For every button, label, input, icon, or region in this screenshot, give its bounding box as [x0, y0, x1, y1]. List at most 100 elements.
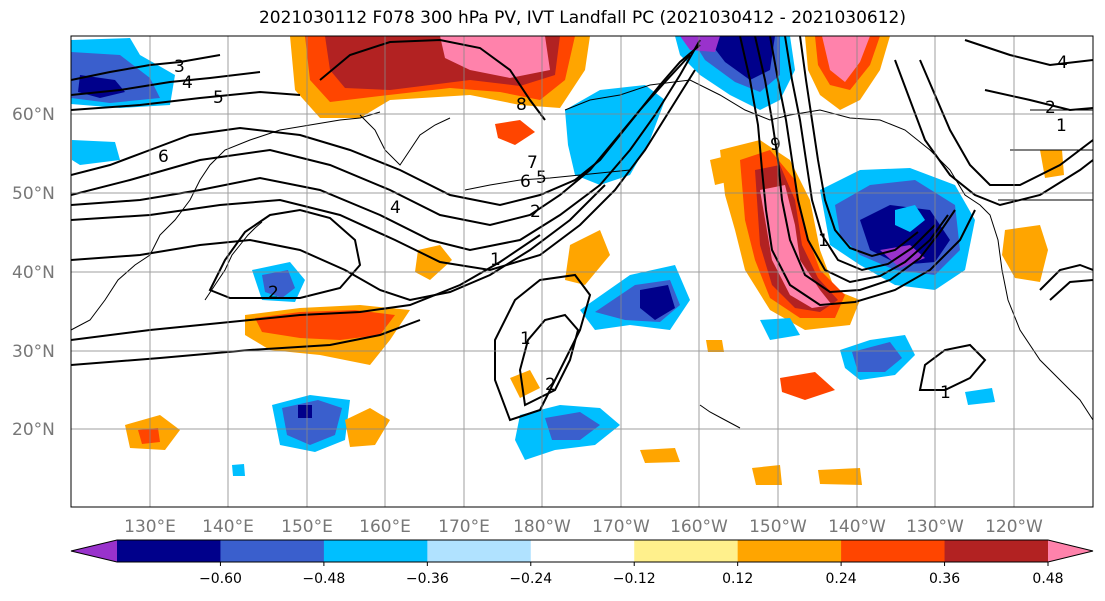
- anomaly-white-hole: [895, 205, 925, 232]
- contour-label: 2: [268, 283, 279, 303]
- coast-alaska: [564, 79, 1093, 421]
- colorbar-tick-label: −0.24: [509, 571, 552, 587]
- anomaly-red-30n: [255, 310, 395, 340]
- gridlines: [71, 36, 1093, 507]
- shaded-anomalies: [71, 36, 1064, 485]
- anomaly-orange-15n-2: [752, 465, 782, 485]
- colorbar-tick-label: −0.60: [199, 571, 242, 587]
- lat-labels: 60°N 50°N 40°N 30°N 20°N: [12, 105, 55, 440]
- contour-ne4: [984, 89, 1093, 112]
- lon-label: 120°W: [985, 517, 1043, 537]
- anomaly-red-25n-east: [780, 372, 835, 400]
- contour-label: 2: [1045, 98, 1056, 118]
- lat-label: 60°N: [12, 105, 55, 125]
- contour-ridge1: [754, 36, 956, 294]
- contour-label: 1: [818, 231, 829, 251]
- anomaly-orange-20n-mid: [345, 408, 390, 447]
- contour-ridge4: [799, 36, 919, 258]
- contour-label: 6: [520, 172, 531, 192]
- contour-4: [71, 71, 261, 96]
- contour-label: 9: [770, 135, 781, 155]
- lon-label: 170°E: [438, 517, 490, 537]
- lon-label: 130°W: [906, 517, 964, 537]
- lat-label: 50°N: [12, 184, 55, 204]
- contour-label: 1: [490, 250, 501, 270]
- contour-label: 5: [213, 88, 224, 108]
- contour-ne3: [964, 39, 1093, 67]
- lon-label: 160°E: [359, 517, 411, 537]
- contour-2-jp: [208, 208, 362, 299]
- anomaly-navy-20n-west: [298, 405, 312, 418]
- map-frame: [70, 35, 1094, 508]
- lon-label: 170°W: [592, 517, 650, 537]
- lon-label: 140°W: [828, 517, 886, 537]
- coastlines: [71, 79, 1093, 429]
- contour-jet1: [71, 39, 701, 252]
- colorbar-swatch: [634, 540, 739, 562]
- colorbar-swatch: [944, 540, 1049, 562]
- lat-label: 40°N: [12, 263, 55, 283]
- lon-labels: 130°E 140°E 150°E 160°E 170°E 180°W 170°…: [124, 517, 1043, 537]
- coast-hawaii: [699, 404, 741, 429]
- contour-ne1: [894, 59, 1093, 207]
- contour-label: 3: [174, 57, 185, 77]
- colorbar-swatch: [427, 540, 532, 562]
- coast-japan: [204, 221, 263, 301]
- contour-label: 6: [158, 147, 169, 167]
- anomaly-blue-20n-east: [965, 388, 995, 405]
- contour-label: 4: [1057, 53, 1068, 73]
- contour-label: 7: [527, 153, 538, 173]
- contour-label: 5: [536, 168, 547, 188]
- colorbar-swatch: [841, 540, 946, 562]
- colorbar: −0.60 −0.48 −0.36 −0.24 −0.12 0.12 0.24 0.36 0.4…: [70, 539, 1094, 587]
- contour-1-east: [918, 343, 987, 391]
- colorbar-tick-label: 0.12: [722, 571, 753, 587]
- coast-kamchatka: [359, 114, 451, 166]
- lon-label: 150°W: [749, 517, 807, 537]
- colorbar-swatch: [117, 540, 221, 562]
- colorbar-swatch: [323, 540, 428, 562]
- anomaly-darkblue-20n: [545, 412, 600, 440]
- anomaly-darkblue-20n-west: [282, 400, 342, 445]
- lon-label: 150°E: [281, 517, 333, 537]
- anomaly-red-20n-far: [138, 428, 160, 444]
- colorbar-tick-label: −0.36: [406, 571, 449, 587]
- colorbar-extend-high: [1048, 540, 1093, 562]
- anomaly-orange-40n: [565, 230, 610, 285]
- anomaly-orange-alaska: [710, 155, 735, 185]
- colorbar-swatch: [530, 540, 635, 562]
- lat-label: 20°N: [12, 420, 55, 440]
- contour-label: 1: [520, 329, 531, 349]
- contour-labels: 3 4 5 6 8 7 6 5 4 2 1 2 1 2 9 1 1 1 4 2: [158, 53, 1068, 403]
- figure-title: 2021030112 F078 300 hPa PV, IVT Landfall…: [258, 8, 906, 28]
- contour-label: 1: [940, 383, 951, 403]
- lon-label: 130°E: [124, 517, 176, 537]
- anomaly-darkblue-25n-east: [852, 342, 902, 372]
- contour-jet2: [71, 69, 696, 272]
- colorbar-tick-label: −0.48: [302, 571, 345, 587]
- colorbar-extend-low: [71, 540, 117, 562]
- anomaly-purple-ne: [680, 36, 720, 52]
- contour-label: 4: [182, 73, 193, 93]
- lon-label: 140°E: [202, 517, 254, 537]
- contour-jet3: [71, 184, 606, 302]
- contour-ne2: [919, 59, 1093, 186]
- anomaly-pink-ne: [822, 36, 870, 82]
- contour-1-south: [71, 319, 421, 366]
- lon-label: 160°W: [670, 517, 728, 537]
- lat-label: 30°N: [12, 342, 55, 362]
- colorbar-outline: [70, 539, 1094, 563]
- anomaly-orange-15n: [640, 448, 680, 463]
- contour-label: 1: [1056, 116, 1067, 136]
- colorbar-tick-label: 0.48: [1032, 571, 1063, 587]
- contour-7: [71, 54, 691, 227]
- contour-ridge5: [739, 36, 976, 307]
- colorbar-tick-label: −0.12: [613, 571, 656, 587]
- colorbar-swatch: [737, 540, 842, 562]
- contour-2-loop: [518, 313, 580, 407]
- contour-1-long: [71, 234, 541, 341]
- anomaly-navy-center: [640, 285, 675, 320]
- anomaly-orange-15n-3: [818, 468, 862, 485]
